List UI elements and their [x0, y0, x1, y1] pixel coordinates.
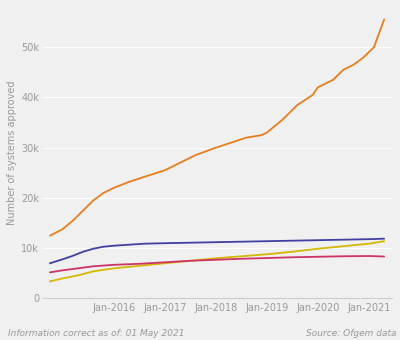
- Y-axis label: Number of systems approved: Number of systems approved: [7, 81, 17, 225]
- Text: Source: Ofgem data: Source: Ofgem data: [306, 329, 396, 338]
- Text: Information correct as of: 01 May 2021: Information correct as of: 01 May 2021: [8, 329, 184, 338]
